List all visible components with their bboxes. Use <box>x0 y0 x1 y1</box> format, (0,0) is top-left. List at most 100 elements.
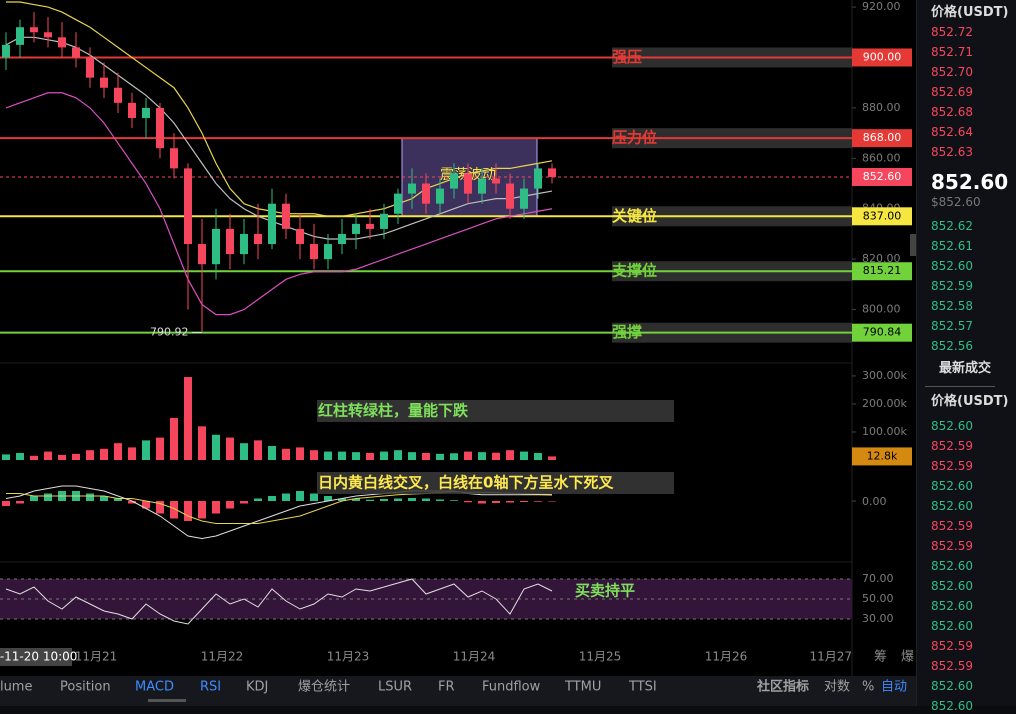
macd-bar <box>212 501 220 514</box>
trade-price: 852.60 <box>931 499 973 513</box>
macd-bar <box>184 501 192 521</box>
volume-current: 12.8k <box>867 449 898 462</box>
volume-bar <box>492 452 500 460</box>
candle-body <box>44 32 52 38</box>
toolbar-item[interactable]: 对数 <box>824 680 850 695</box>
level-label: 815.21 <box>863 264 902 277</box>
volume-bar <box>254 440 262 460</box>
volume-bar <box>534 452 542 460</box>
volume-bar <box>520 451 528 460</box>
trade-price: 852.59 <box>931 439 973 453</box>
volume-bar <box>2 454 10 460</box>
bid-price: 852.56 <box>931 339 973 353</box>
candle-body <box>226 228 234 255</box>
toolbar-item[interactable]: TTMU <box>564 680 601 695</box>
macd-bar <box>268 496 276 501</box>
candle-body <box>548 168 556 177</box>
toolbar-item[interactable]: 社区指标 <box>756 679 809 695</box>
volume-bar <box>184 377 192 460</box>
y-tick-label: 50.00 <box>862 592 894 605</box>
volume-bar <box>226 437 234 460</box>
volume-bar <box>478 452 486 460</box>
y-tick-label: 920.00 <box>862 0 901 13</box>
toolbar-item[interactable]: % <box>862 680 874 695</box>
volume-bar <box>296 447 304 460</box>
level-tag <box>852 207 912 226</box>
level-tag <box>852 262 912 281</box>
macd-bar <box>114 498 122 501</box>
level-label: 790.84 <box>863 326 902 339</box>
annotation-bg <box>317 472 674 494</box>
axis-tool[interactable]: 爆 <box>901 650 914 665</box>
toolbar-item[interactable]: KDJ <box>246 680 268 695</box>
last-price-tag <box>852 167 912 186</box>
macd-bar <box>30 496 38 501</box>
toolbar-item[interactable]: Fundflow <box>482 680 541 695</box>
axis-tool[interactable]: 筹 <box>874 649 887 665</box>
macd-bar <box>324 496 332 501</box>
toolbar-item[interactable]: Position <box>60 680 111 695</box>
volume-bar <box>394 450 402 460</box>
candle-body <box>72 47 80 58</box>
volume-bar <box>422 452 430 460</box>
rsi-line <box>5 578 553 625</box>
ma-line <box>6 1 553 217</box>
candle-body <box>352 223 360 234</box>
toolbar-item[interactable]: LSUR <box>378 680 412 695</box>
macd-bar <box>520 501 528 502</box>
candle-body <box>450 173 458 189</box>
toolbar-item[interactable]: TTSI <box>628 680 657 695</box>
candle-body <box>58 37 66 48</box>
toolbar-item[interactable]: olume <box>0 680 32 695</box>
candle-body <box>520 188 528 209</box>
macd-bar <box>282 493 290 501</box>
ask-price: 852.63 <box>931 145 973 159</box>
macd-bar <box>478 501 486 504</box>
x-tick-label: 11月26 <box>705 650 748 664</box>
volume-bar <box>310 450 318 460</box>
toolbar-item[interactable]: FR <box>438 680 455 695</box>
macd-bar <box>464 501 472 503</box>
volume-bar <box>72 453 80 460</box>
candle-body <box>282 203 290 229</box>
low-label: 790.92 <box>150 325 189 338</box>
panel-toggle[interactable] <box>910 234 916 256</box>
candle-body <box>128 102 136 118</box>
macd-bar <box>366 499 374 501</box>
toolbar-item[interactable]: 自动 <box>881 680 907 695</box>
last-price-usd: $852.60 <box>931 195 981 209</box>
toolbar-item[interactable]: 爆仓统计 <box>298 680 350 695</box>
toolbar-item[interactable]: MACD <box>135 680 174 695</box>
y-tick-label: 200.00k <box>862 397 907 410</box>
candle-body <box>436 188 444 204</box>
volume-bar <box>86 450 94 460</box>
macd-bar <box>506 501 514 503</box>
toolbar-item[interactable]: RSI <box>200 680 221 695</box>
trades-header: 价格(USDT) <box>931 394 1009 409</box>
trade-price: 852.60 <box>931 579 973 593</box>
volume-bar <box>338 451 346 460</box>
volume-bar <box>128 447 136 460</box>
candle-body <box>184 168 192 245</box>
macd-bar <box>44 493 52 501</box>
volume-bar <box>212 434 220 460</box>
ask-price: 852.70 <box>931 65 973 79</box>
header: 价格(USDT) <box>931 5 1009 20</box>
volume-bar <box>268 445 276 460</box>
trade-price: 852.60 <box>931 699 973 713</box>
macd-bar <box>450 500 458 501</box>
y-tick-label: 880.00 <box>862 101 901 114</box>
ask-price: 852.71 <box>931 45 973 59</box>
volume-bar <box>114 443 122 460</box>
last-price: 852.60 <box>931 170 1009 194</box>
x-tick-label: 11月25 <box>579 650 622 664</box>
y-tick-label: 860.00 <box>862 151 901 164</box>
volume-bar <box>44 451 52 460</box>
volume-bar <box>16 452 24 460</box>
candle-body <box>240 233 248 255</box>
volume-bar <box>324 451 332 460</box>
macd-bar <box>226 501 234 509</box>
ask-price: 852.64 <box>931 125 973 139</box>
level-tag <box>852 48 912 67</box>
macd-bar <box>534 501 542 502</box>
